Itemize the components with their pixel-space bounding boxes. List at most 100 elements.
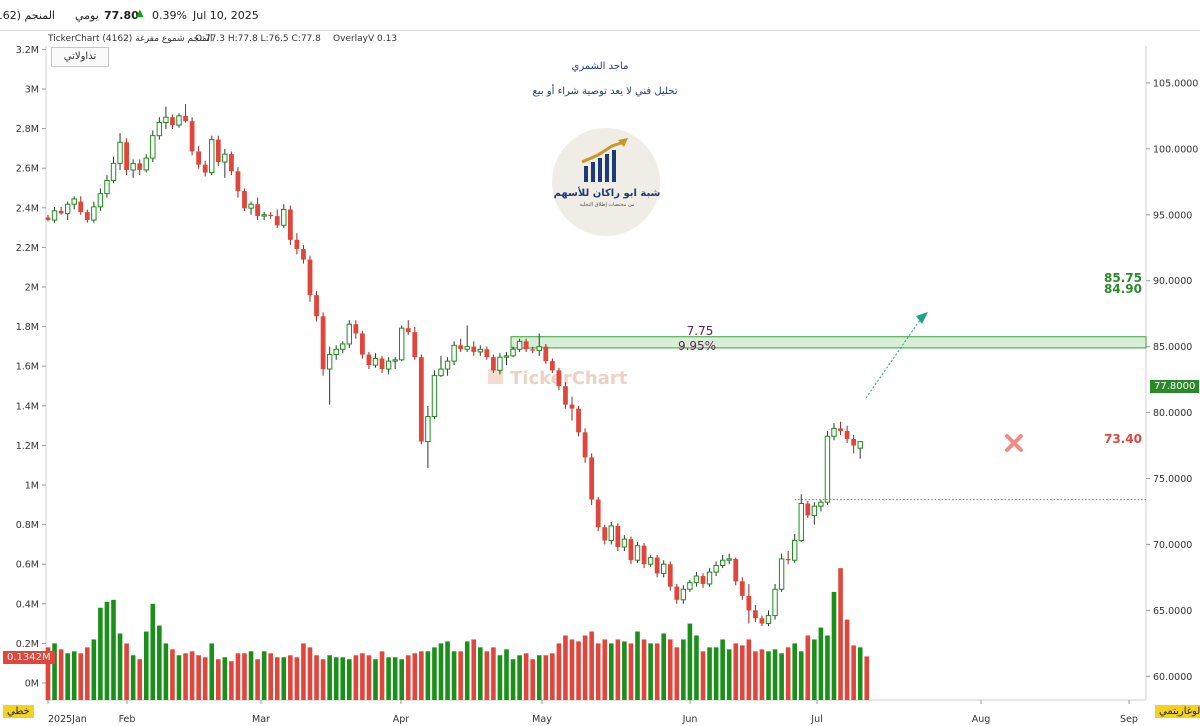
volume-bar bbox=[510, 659, 516, 700]
volume-bar bbox=[451, 651, 457, 700]
candle-body bbox=[805, 503, 811, 516]
volume-bar bbox=[582, 635, 588, 700]
volume-bar bbox=[150, 603, 156, 700]
candle-body bbox=[405, 328, 411, 333]
target-upper-label: 85.75 bbox=[1104, 271, 1142, 285]
volume-bar bbox=[58, 649, 64, 700]
candle-body bbox=[778, 558, 785, 590]
volume-bar bbox=[189, 651, 195, 700]
candle-body bbox=[510, 348, 516, 357]
volume-bar bbox=[615, 639, 621, 700]
projection-arrow bbox=[865, 319, 921, 399]
candle-body bbox=[242, 191, 247, 209]
volume-bar bbox=[458, 651, 463, 700]
volume-bar bbox=[268, 653, 273, 700]
volume-bar bbox=[71, 651, 77, 700]
candle-body bbox=[713, 565, 719, 573]
volume-bar bbox=[130, 655, 136, 700]
my-trades-button[interactable]: تداولاتي bbox=[51, 47, 109, 67]
volume-bar bbox=[143, 631, 149, 700]
volume-bar bbox=[52, 643, 57, 700]
volume-bar bbox=[622, 641, 627, 700]
volume-bar bbox=[694, 635, 699, 700]
candle-body bbox=[170, 117, 175, 126]
candle-body bbox=[64, 203, 71, 214]
time-tick-label: Feb bbox=[119, 714, 136, 725]
time-tick-label: Aug bbox=[972, 714, 991, 725]
volume-bar bbox=[399, 659, 404, 700]
volume-bar bbox=[628, 643, 634, 700]
volume-bar bbox=[261, 651, 267, 700]
candle-body bbox=[654, 557, 660, 574]
candle-body bbox=[621, 538, 628, 548]
log-scale-label[interactable]: لوغاريتمي bbox=[1155, 705, 1200, 718]
candle-body bbox=[150, 135, 156, 159]
candle-body bbox=[464, 346, 470, 350]
candle-body bbox=[661, 563, 667, 574]
volume-tick-label: 0.6M bbox=[16, 560, 39, 571]
volume-bar bbox=[124, 643, 129, 700]
price-tag: 77.8000 bbox=[1150, 380, 1200, 393]
volume-tick-label: 0M bbox=[25, 679, 39, 690]
price-tick-label: 80.0000 bbox=[1153, 408, 1192, 419]
time-tick-label: Apr bbox=[393, 714, 410, 725]
candle-body bbox=[84, 212, 90, 221]
candle-body bbox=[333, 348, 339, 356]
period-label[interactable]: يومي bbox=[75, 9, 99, 22]
candle-body bbox=[314, 295, 319, 317]
volume-bar bbox=[248, 651, 254, 700]
volume-bar bbox=[242, 653, 247, 700]
volume-bar bbox=[831, 591, 837, 700]
candle-body bbox=[543, 346, 549, 362]
candle-body bbox=[235, 171, 241, 192]
price-tick-label: 90.0000 bbox=[1153, 276, 1192, 287]
volume-bar bbox=[707, 647, 712, 700]
price-tick-label: 60.0000 bbox=[1153, 672, 1192, 683]
volume-bar bbox=[812, 639, 817, 700]
change-percent: 0.39% bbox=[152, 9, 187, 22]
volume-bar bbox=[360, 653, 365, 700]
candle-body bbox=[811, 505, 818, 516]
candle-body bbox=[360, 333, 365, 355]
candle-body bbox=[785, 558, 791, 561]
candle-body bbox=[451, 344, 457, 362]
volume-bar bbox=[301, 643, 306, 700]
volume-bar bbox=[157, 625, 162, 700]
candle-body bbox=[700, 576, 706, 584]
target-zone bbox=[510, 336, 1147, 349]
symbol-label[interactable]: (4162) المنجم bbox=[0, 9, 55, 22]
candle-body bbox=[647, 557, 654, 565]
volume-bar bbox=[766, 651, 771, 700]
price-tick-label: 75.0000 bbox=[1153, 474, 1192, 485]
candle-body bbox=[104, 179, 110, 195]
time-tick-label: 2025Jan bbox=[48, 714, 87, 725]
volume-bar bbox=[438, 643, 444, 700]
volume-bar bbox=[484, 651, 490, 700]
volume-bar bbox=[209, 643, 215, 700]
candle-body bbox=[202, 164, 208, 173]
candle-body bbox=[320, 316, 326, 370]
volume-bar bbox=[661, 633, 666, 700]
linear-scale-label[interactable]: خطي bbox=[3, 705, 34, 718]
candle-body bbox=[97, 193, 104, 208]
volume-bar bbox=[366, 655, 372, 700]
volume-bar bbox=[523, 653, 529, 700]
candle-body bbox=[399, 327, 405, 361]
candle-body bbox=[78, 201, 84, 213]
price-tick-label: 100.0000 bbox=[1153, 144, 1198, 155]
candle-body bbox=[222, 153, 228, 163]
candle-body bbox=[346, 323, 353, 345]
candle-body bbox=[772, 588, 778, 617]
logo-subtitle: من مختصات إطلاق التحلية bbox=[580, 202, 635, 208]
candle-body bbox=[615, 525, 621, 548]
volume-bar bbox=[464, 641, 470, 700]
volume-bar bbox=[838, 568, 843, 700]
candle-body bbox=[491, 357, 496, 371]
time-tick-label: Mar bbox=[252, 714, 270, 725]
candle-body bbox=[530, 349, 536, 351]
candle-body bbox=[739, 581, 745, 596]
candle-body bbox=[563, 386, 568, 405]
candle-body bbox=[477, 348, 484, 353]
candle-body bbox=[274, 216, 280, 226]
